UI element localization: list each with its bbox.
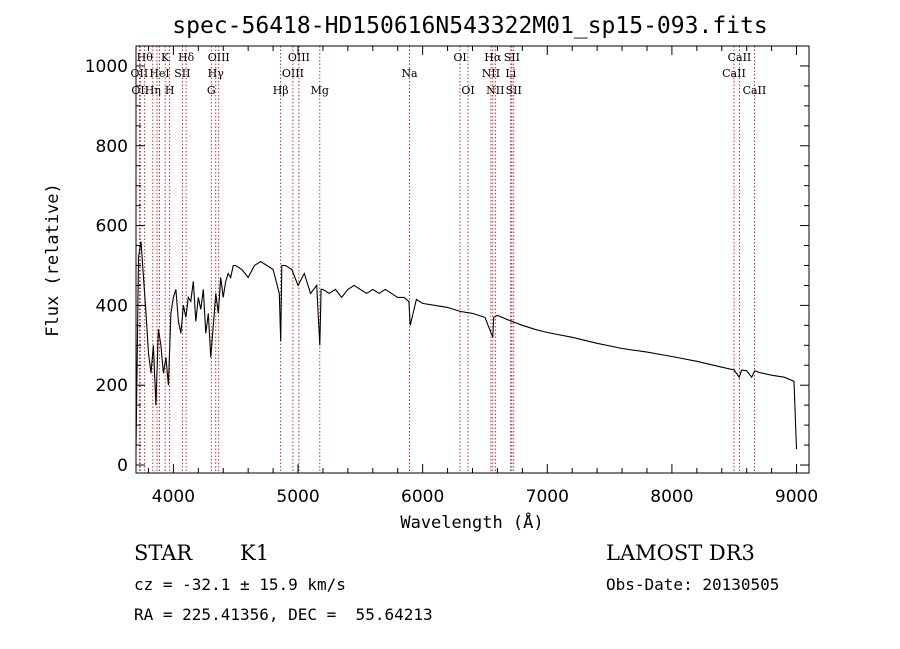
x-axis-label: Wavelength (Å) <box>400 511 543 533</box>
y-axis-label: Flux (relative) <box>43 183 63 337</box>
spectrum-series-line <box>135 241 798 450</box>
line-marker-label-5: HeI <box>149 67 169 80</box>
line-marker-label-10: G <box>207 84 216 97</box>
ra-dec-coordinates: RA = 225.41356, DEC = 55.64213 <box>134 605 433 624</box>
line-marker-label-25: SII <box>506 84 522 97</box>
line-marker-label-23: Li <box>505 67 516 80</box>
line-marker-labels: OIIOIIHθHηHeIKHSIIHδGHγOIIIHβOIIIOIIIMgN… <box>131 51 767 97</box>
line-marker-label-9: Hδ <box>178 51 195 64</box>
line-marker-label-28: CaII <box>743 84 767 97</box>
obs-date: Obs-Date: 20130505 <box>606 575 779 594</box>
line-marker-label-3: Hη <box>145 84 161 97</box>
y-tick-label-2: 400 <box>96 296 128 316</box>
redshift-cz: cz = -32.1 ± 15.9 km/s <box>134 575 346 594</box>
x-tick-label-3: 7000 <box>526 487 569 507</box>
y-tick-label-0: 0 <box>117 456 128 476</box>
line-marker-label-11: Hγ <box>208 67 225 80</box>
y-tick-label-1: 200 <box>96 376 128 396</box>
star-subclass: K1 <box>240 541 269 565</box>
line-marker-label-21: Hα <box>484 51 502 64</box>
line-marker-label-2: Hθ <box>137 51 154 64</box>
x-tick-label-5: 9000 <box>775 487 818 507</box>
x-tick-label-2: 6000 <box>401 487 444 507</box>
line-marker-label-18: OI <box>453 51 466 64</box>
y-tick-label-4: 800 <box>96 137 128 157</box>
line-marker-label-14: OIII <box>282 67 304 80</box>
plot-frame <box>135 45 810 474</box>
line-marker-label-27: CaII <box>728 51 752 64</box>
y-tick-label-3: 600 <box>96 217 128 237</box>
line-marker-label-0: OII <box>131 67 149 80</box>
line-marker-label-17: Na <box>401 67 418 80</box>
x-tick-label-4: 8000 <box>650 487 693 507</box>
line-marker-label-16: Mg <box>311 84 329 97</box>
line-marker-label-26: CaII <box>722 67 746 80</box>
line-marker-label-13: Hβ <box>273 84 289 97</box>
line-marker-label-8: SII <box>174 67 190 80</box>
x-tick-label-1: 5000 <box>276 487 319 507</box>
line-marker-label-7: H <box>165 84 175 97</box>
line-marker-label-20: NII <box>482 67 500 80</box>
y-tick-labels: 0 200 400 600 800 1000 <box>85 57 128 476</box>
survey-name: LAMOST DR3 <box>606 541 755 565</box>
x-tick-label-0: 4000 <box>152 487 195 507</box>
line-marker-label-6: K <box>161 51 170 64</box>
line-marker-label-19: OI <box>461 84 474 97</box>
line-marker-label-12: OIII <box>208 51 230 64</box>
line-marker-label-15: OIII <box>288 51 310 64</box>
axis-ticks <box>136 46 809 473</box>
chart-title: spec-56418-HD150616N543322M01_sp15-093.f… <box>172 13 767 39</box>
line-marker-label-24: SII <box>504 51 520 64</box>
star-class: STAR <box>134 541 193 565</box>
x-tick-labels: 4000 5000 6000 7000 8000 9000 <box>152 487 818 507</box>
line-markers <box>138 46 755 473</box>
line-marker-label-22: NII <box>486 84 504 97</box>
y-tick-label-5: 1000 <box>85 57 128 77</box>
